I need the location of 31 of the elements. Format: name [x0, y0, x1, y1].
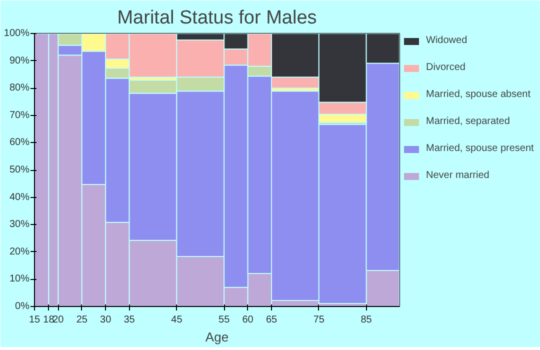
y-tick-label: 0% [15, 301, 30, 312]
y-tick-label: 60% [9, 137, 30, 148]
x-tick-label: 65 [266, 314, 278, 326]
x-tick-label: 85 [360, 314, 372, 326]
x-tick-label: 18 [43, 314, 55, 326]
y-tick-label: 20% [9, 246, 30, 258]
legend-label: Never married [426, 170, 490, 181]
x-tick-label: 60 [242, 314, 254, 326]
y-tick-label: 50% [9, 164, 30, 176]
y-tick-label: 40% [9, 192, 30, 203]
legend-label: Divorced [426, 62, 466, 73]
legend-label: Married, separated [426, 116, 510, 127]
y-tick-label: 90% [9, 55, 30, 66]
x-tick-label: 15 [28, 314, 40, 326]
legend-label: Married, spouse absent [426, 89, 531, 100]
chart-title: Marital Status for Males [117, 8, 317, 28]
x-tick-label: 75 [313, 314, 325, 326]
x-tick-label: 30 [100, 314, 112, 326]
y-tick-label: 30% [9, 219, 30, 230]
x-axis-title: Age [205, 330, 229, 344]
x-tick-label: 35 [124, 314, 136, 326]
x-tick-label: 55 [218, 314, 230, 326]
x-tick-label: 20 [52, 314, 64, 326]
legend-label: Widowed [426, 35, 468, 46]
legend-label: Married, spouse present [426, 143, 534, 154]
y-tick-label: 70% [9, 110, 30, 121]
y-tick-label: 100% [4, 28, 30, 39]
x-tick-label: 25 [76, 314, 88, 326]
y-tick-label: 10% [9, 274, 30, 285]
x-tick-label: 45 [171, 314, 183, 326]
y-tick-label: 80% [9, 82, 30, 94]
